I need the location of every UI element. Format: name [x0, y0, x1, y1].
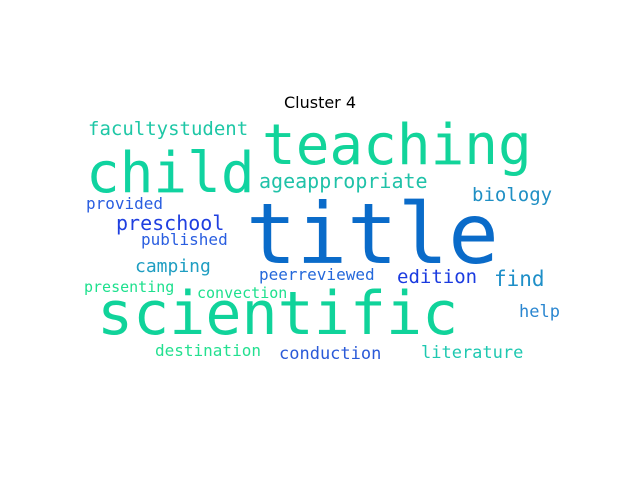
word-convection: convection	[197, 284, 288, 302]
figure-title: Cluster 4	[283, 93, 357, 112]
word-edition: edition	[397, 266, 478, 288]
word-destination: destination	[155, 341, 261, 360]
word-presenting: presenting	[84, 278, 175, 296]
word-conduction: conduction	[279, 344, 382, 364]
word-help: help	[519, 302, 560, 322]
word-ageappropriate: ageappropriate	[259, 169, 428, 193]
word-peerreviewed: peerreviewed	[259, 265, 375, 284]
word-teaching: teaching	[262, 113, 532, 178]
word-camping: camping	[135, 256, 211, 277]
word-provided: provided	[86, 194, 164, 213]
word-literature: literature	[421, 343, 524, 363]
word-find: find	[494, 267, 545, 291]
word-child: child	[86, 141, 255, 206]
word-title: title	[246, 185, 499, 283]
word-preschool: preschool	[116, 211, 225, 235]
word-facultystudent: facultystudent	[88, 118, 249, 140]
word-biology: biology	[472, 184, 553, 206]
word-scientific: scientific	[97, 279, 459, 349]
word-published: published	[141, 230, 228, 249]
